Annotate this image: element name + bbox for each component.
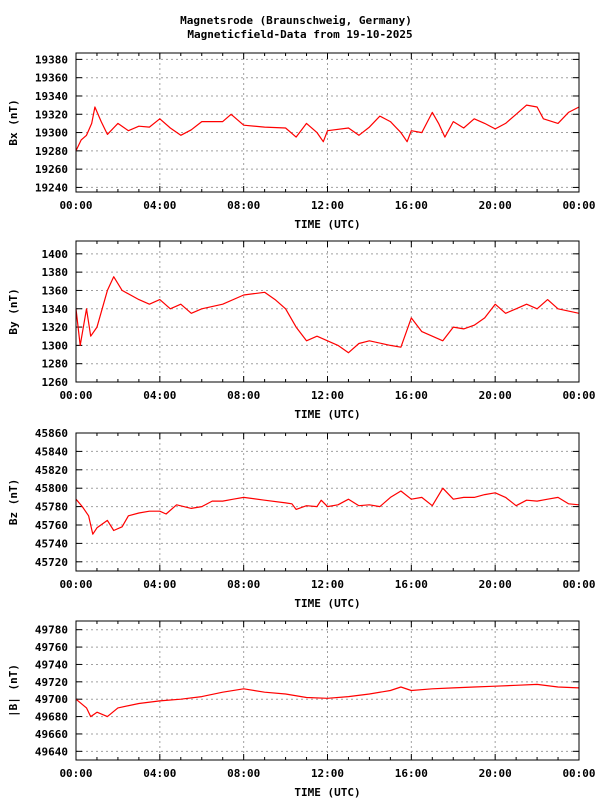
x-tick-label: 20:00 — [479, 199, 512, 212]
y-tick-label: 45760 — [35, 519, 68, 532]
x-tick-label: 20:00 — [479, 578, 512, 591]
x-tick-label: 16:00 — [395, 767, 428, 780]
x-tick-label: 12:00 — [311, 578, 344, 591]
x-tick-label: 04:00 — [143, 389, 176, 402]
y-tick-label: 45820 — [35, 464, 68, 477]
x-tick-label: 12:00 — [311, 199, 344, 212]
x-tick-label: 16:00 — [395, 199, 428, 212]
y-axis-label: By (nT) — [7, 288, 20, 334]
y-tick-label: 19260 — [35, 163, 68, 176]
y-tick-label: 19380 — [35, 53, 68, 66]
y-tick-label: 19320 — [35, 108, 68, 121]
plot-frame — [75, 620, 580, 761]
y-tick-label: 1360 — [42, 284, 69, 297]
y-tick-label: 45780 — [35, 501, 68, 514]
panel-by: 1260 1280 1300 1320 1340 1360 1380 1400 00:00 04:… — [7, 240, 596, 421]
x-tick-label: 00:00 — [59, 578, 92, 591]
y-tick-label: 49640 — [35, 745, 68, 758]
panel-bz: 45720 45740 45760 45780 45800 45820 45840 45860… — [7, 427, 596, 610]
x-tick-label: 16:00 — [395, 389, 428, 402]
series-line-b-total — [75, 683, 580, 718]
y-tick-label: 49740 — [35, 658, 68, 671]
y-tick-label: 45860 — [35, 427, 68, 440]
chart-title-line2: Magneticfield-Data from 19-10-2025 — [187, 28, 412, 41]
panel-b-total: 49640 49660 49680 49700 49720 49740 49760 49780… — [7, 620, 596, 799]
chart-title-line1: Magnetsrode (Braunschweig, Germany) — [180, 14, 412, 27]
series-line-bx — [75, 104, 580, 152]
x-axis-label: TIME (UTC) — [294, 218, 360, 231]
y-tick-label: 1380 — [42, 266, 69, 279]
x-tick-label: 04:00 — [143, 199, 176, 212]
x-tick-label: 08:00 — [227, 389, 260, 402]
x-tick-label: 00:00 — [562, 767, 595, 780]
y-tick-label: 45800 — [35, 482, 68, 495]
y-tick-label: 19340 — [35, 90, 68, 103]
y-tick-label: 1320 — [42, 321, 69, 334]
y-axis-label: Bz (nT) — [7, 479, 20, 525]
y-tick-label: 49680 — [35, 711, 68, 724]
x-tick-label: 04:00 — [143, 578, 176, 591]
x-tick-label: 08:00 — [227, 767, 260, 780]
x-tick-label: 04:00 — [143, 767, 176, 780]
x-tick-label: 00:00 — [562, 578, 595, 591]
x-tick-label: 00:00 — [59, 767, 92, 780]
series-line-by — [75, 276, 580, 354]
y-tick-label: 49780 — [35, 624, 68, 637]
y-tick-label: 49660 — [35, 728, 68, 741]
panel-bx: 19240 19260 19280 19300 19320 19340 19360 19380… — [7, 52, 596, 231]
x-axis-label: TIME (UTC) — [294, 408, 360, 421]
y-tick-label: 19280 — [35, 145, 68, 158]
x-tick-label: 12:00 — [311, 389, 344, 402]
y-tick-label: 1340 — [42, 303, 69, 316]
y-axis-label: |B| (nT) — [7, 664, 20, 717]
plot-frame — [75, 432, 580, 572]
y-tick-label: 45740 — [35, 537, 68, 550]
x-tick-label: 00:00 — [562, 389, 595, 402]
x-tick-label: 16:00 — [395, 578, 428, 591]
y-tick-label: 19240 — [35, 181, 68, 194]
x-tick-label: 08:00 — [227, 199, 260, 212]
x-tick-label: 08:00 — [227, 578, 260, 591]
x-tick-label: 12:00 — [311, 767, 344, 780]
y-tick-label: 19360 — [35, 72, 68, 85]
y-tick-label: 45720 — [35, 556, 68, 569]
x-tick-label: 20:00 — [479, 389, 512, 402]
y-tick-label: 1300 — [42, 339, 69, 352]
x-tick-label: 00:00 — [562, 199, 595, 212]
series-line-bz — [75, 487, 580, 535]
y-tick-label: 1400 — [42, 248, 69, 261]
y-tick-label: 1260 — [42, 376, 69, 389]
x-axis-label: TIME (UTC) — [294, 786, 360, 799]
y-tick-label: 49720 — [35, 676, 68, 689]
x-tick-label: 20:00 — [479, 767, 512, 780]
y-tick-label: 19300 — [35, 127, 68, 140]
y-tick-label: 49700 — [35, 693, 68, 706]
x-axis-label: TIME (UTC) — [294, 597, 360, 610]
y-tick-label: 49760 — [35, 641, 68, 654]
plot-frame — [75, 240, 580, 383]
y-tick-label: 1280 — [42, 358, 69, 371]
x-tick-label: 00:00 — [59, 199, 92, 212]
y-tick-label: 45840 — [35, 445, 68, 458]
x-tick-label: 00:00 — [59, 389, 92, 402]
y-axis-label: Bx (nT) — [7, 99, 20, 145]
plot-frame — [75, 52, 580, 193]
